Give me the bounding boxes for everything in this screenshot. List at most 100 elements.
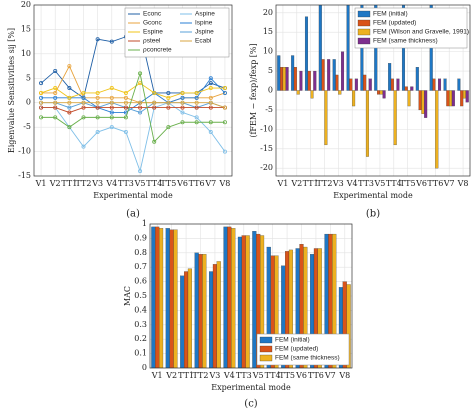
point [81,105,86,110]
x-tick-label: TT6 [308,371,324,380]
point [138,105,143,110]
point [81,90,86,95]
legend-label: FEM (initial) [373,11,408,18]
x-tick-label: V1 [151,371,163,380]
bar [363,74,367,91]
point [180,105,185,110]
y-tick-label: 0 [268,86,273,95]
bar [159,228,164,368]
bar [231,228,236,368]
point [109,110,114,115]
y-tick-label: -10 [18,147,31,156]
x-tick-label: V3 [208,371,220,380]
legend-swatch [357,19,371,27]
x-tick-label: TT2 [193,371,209,380]
point [166,125,171,130]
bar [379,90,383,95]
bar [245,235,250,368]
bar [368,78,372,91]
bar [335,74,339,91]
x-tick-label: V8 [338,371,350,380]
bar [404,86,408,91]
point [109,125,114,130]
point [166,95,171,100]
y-tick-label: 10 [263,47,273,56]
x-tick-label: TT1 [178,371,194,380]
bar [202,254,207,368]
point [180,110,185,115]
bar [338,90,342,95]
point [53,105,58,110]
legend-box [256,333,350,366]
point [67,110,72,115]
bar [173,229,178,368]
bar [346,5,350,91]
point [208,105,213,110]
y-tick-label: 0.2 [134,334,147,343]
bar [237,236,242,368]
x-tick-label: TT5 [279,371,295,380]
point [67,105,72,110]
y-tick-label: 0.4 [134,305,147,314]
point [53,86,58,91]
point [208,100,213,105]
bar [443,78,447,91]
series-line [41,107,225,113]
bar [410,86,414,91]
bar [352,90,356,107]
point [222,149,227,154]
bar [184,271,189,368]
bar [310,90,314,99]
bar [313,70,317,91]
series-line [41,102,226,173]
x-tick-label: TT6 [427,179,443,188]
x-tick-label: V6 [176,179,188,188]
x-tick-label: TT3 [236,371,252,380]
point [208,76,213,81]
point [180,90,185,95]
legend-label: ρsteel [143,38,161,45]
x-tick-label: TT4 [386,179,402,188]
bar [365,90,369,157]
point [53,95,58,100]
y-tick-label: 0.7 [134,262,147,271]
bar [307,70,311,91]
plot-area [151,226,351,368]
point [109,39,114,44]
legend-label: FEM (updated) [373,20,416,27]
point [194,120,199,125]
point [53,68,58,73]
legend-label: FEM (same thickness) [373,38,438,45]
legend-label: Aspine [195,11,215,18]
legend-label: FEM (initial) [275,337,310,344]
point [53,90,58,95]
x-tick-label: TT3 [358,179,374,188]
y-tick-label: -5 [23,122,31,131]
bar [341,51,345,91]
series-line [41,102,226,113]
point [123,90,128,95]
bar [465,90,469,103]
series-line [41,71,225,143]
bar [346,284,351,368]
y-tick-label: 15 [21,24,31,33]
y-axis-label: (fFEM − fexp)/fexp [%] [249,43,258,137]
bar [415,67,419,91]
point [109,95,114,100]
point [208,86,213,91]
bar [277,55,281,91]
bar [260,235,265,368]
bar [252,231,257,368]
x-tick-label: V2 [165,371,177,380]
x-tick-label: TT2 [317,179,333,188]
bar [424,90,428,118]
bar [318,5,322,91]
bar [451,90,455,107]
point [67,125,72,130]
bar [382,90,386,99]
y-tick-label: 20 [263,8,273,17]
legend: FEM (initial) FEM (updated) FEM (same thic… [256,333,350,366]
plot-frame [33,4,233,177]
point [95,95,100,100]
